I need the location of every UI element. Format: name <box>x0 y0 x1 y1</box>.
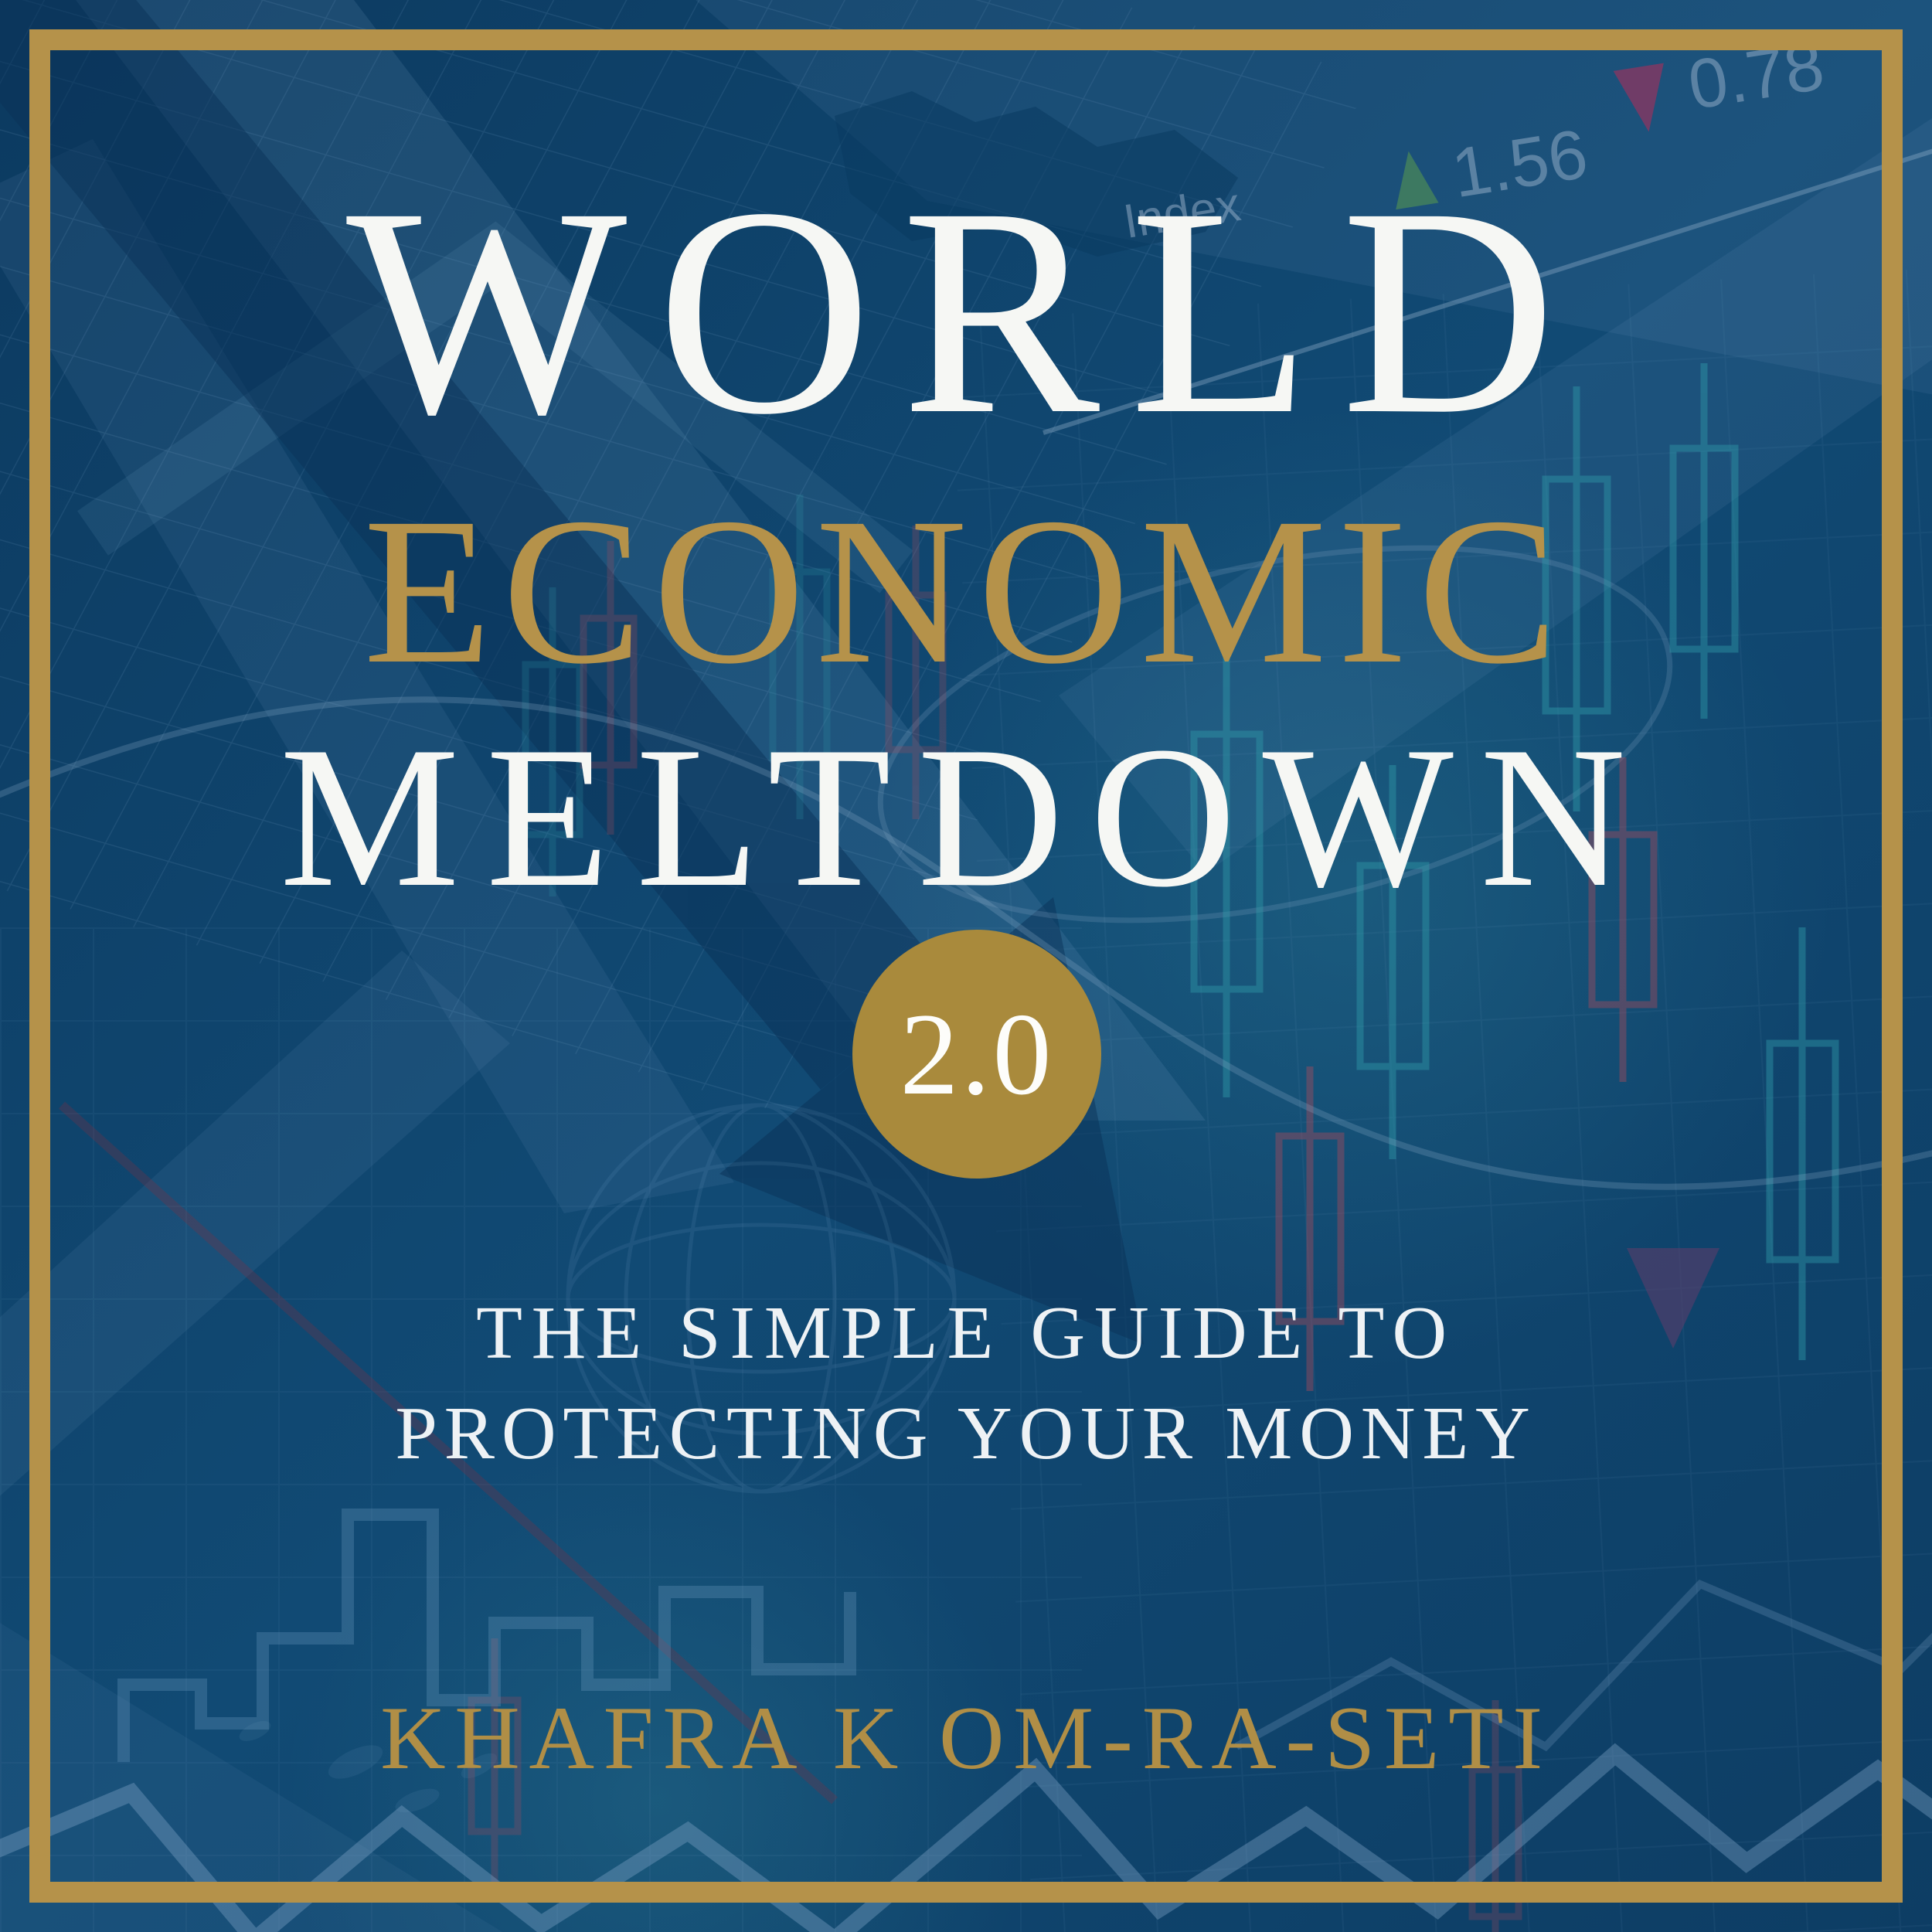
title-line-economic: ECONOMIC <box>363 474 1569 707</box>
falling-red-line <box>58 1101 838 1804</box>
title-line-meltdown: MELTDOWN <box>279 705 1653 929</box>
light-chevron <box>77 221 913 594</box>
candlesticks-teal <box>522 363 1839 1360</box>
author-name: KHAFRA K OM-RA-SETI <box>380 1689 1552 1788</box>
up-triangle-icon <box>1396 151 1439 210</box>
grid-right <box>948 267 1932 1932</box>
subtitle-line-1: THE SIMPLE GUIDE TO <box>476 1291 1456 1375</box>
step-chart-line <box>117 1509 856 1762</box>
down-triangle-icon <box>1613 63 1664 132</box>
map-landmass <box>835 91 1238 257</box>
swoosh-ellipse <box>877 545 1673 923</box>
edition-badge-circle: 2.0 <box>852 930 1101 1179</box>
edition-badge-number: 2.0 <box>900 989 1054 1119</box>
zigzag-chart-line-2 <box>1234 1580 1932 1752</box>
rising-trend-line <box>1043 148 1932 435</box>
subtitle-line-2: PROTECTING YOUR MONEY <box>395 1392 1537 1475</box>
candlesticks-red <box>468 526 1658 1932</box>
map-islands <box>239 1721 498 1813</box>
curved-trend-line <box>0 696 1932 1190</box>
wireframe-globe <box>566 1103 957 1494</box>
down-triangle-large-icon <box>1627 1248 1719 1349</box>
title-line-world: WORLD <box>346 147 1586 476</box>
